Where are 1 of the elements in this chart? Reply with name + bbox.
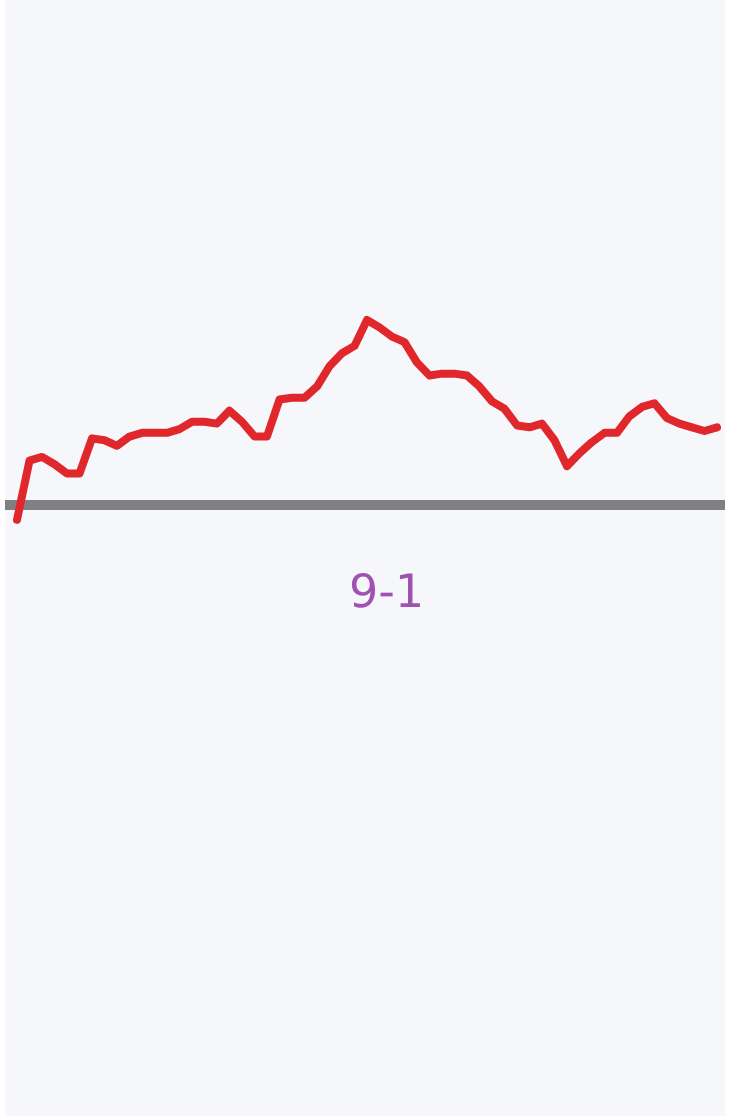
x-axis-title: 9-1 <box>351 572 420 608</box>
